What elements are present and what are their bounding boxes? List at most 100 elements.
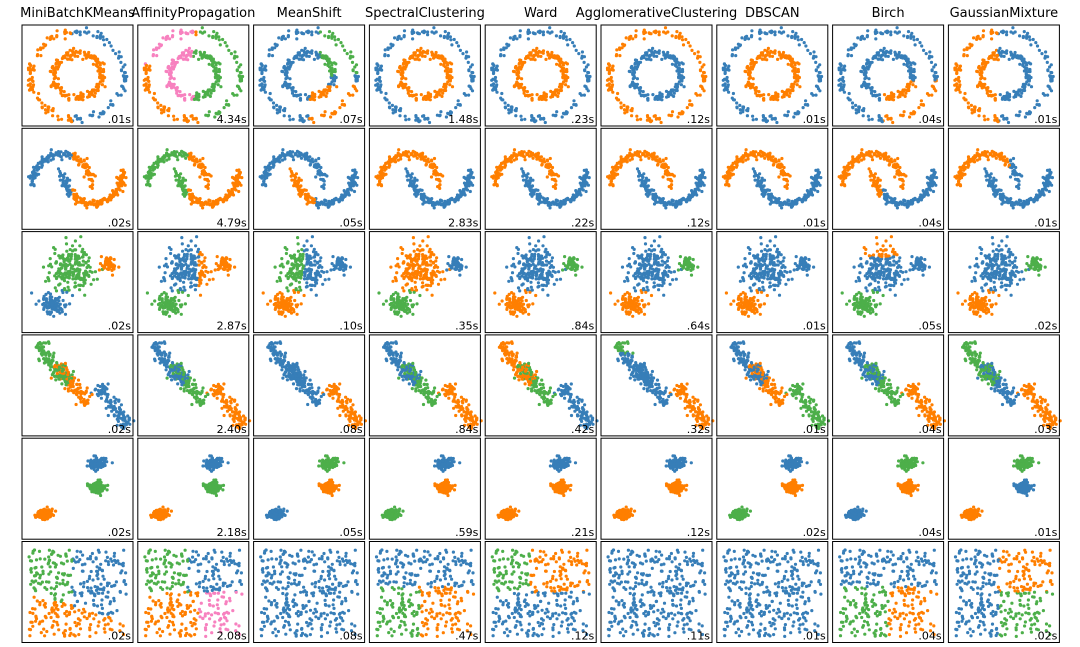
point xyxy=(675,30,679,34)
point xyxy=(814,84,819,88)
panel: 2.83s xyxy=(368,127,481,230)
point xyxy=(618,54,622,58)
point xyxy=(393,36,397,40)
point xyxy=(375,77,379,81)
point xyxy=(796,70,800,74)
point xyxy=(177,93,182,97)
point xyxy=(426,94,430,98)
point xyxy=(263,165,267,169)
point xyxy=(282,65,286,69)
point xyxy=(174,178,178,182)
point xyxy=(690,48,694,53)
point xyxy=(611,68,615,72)
point xyxy=(1046,84,1050,88)
point xyxy=(88,185,92,189)
point xyxy=(56,153,60,157)
point xyxy=(688,44,692,48)
point xyxy=(330,80,334,84)
point xyxy=(323,110,327,114)
point xyxy=(450,43,454,47)
point xyxy=(909,66,913,71)
point xyxy=(543,120,547,125)
point xyxy=(401,151,406,155)
point xyxy=(747,37,751,41)
point xyxy=(183,98,187,102)
point xyxy=(426,33,430,37)
point xyxy=(188,196,192,200)
point xyxy=(332,83,336,87)
point xyxy=(67,93,71,97)
point xyxy=(119,69,124,73)
point xyxy=(768,51,772,56)
point xyxy=(908,115,912,119)
point xyxy=(989,31,993,36)
point xyxy=(294,175,298,179)
point xyxy=(346,187,350,192)
point xyxy=(196,120,200,125)
point xyxy=(199,53,203,57)
point xyxy=(76,158,80,162)
point xyxy=(157,42,161,46)
point xyxy=(851,106,855,110)
point xyxy=(281,158,285,162)
point xyxy=(677,111,681,115)
point xyxy=(749,35,754,39)
point xyxy=(686,41,691,45)
point xyxy=(893,53,898,57)
point xyxy=(55,29,59,33)
timing: 4.34s xyxy=(217,113,247,126)
point xyxy=(1017,114,1021,118)
point xyxy=(902,110,906,114)
point xyxy=(901,93,905,97)
point xyxy=(63,28,67,32)
point xyxy=(354,74,358,78)
point xyxy=(54,76,58,80)
point xyxy=(342,103,347,107)
point xyxy=(449,38,453,42)
point xyxy=(211,35,215,40)
point xyxy=(722,83,726,87)
point xyxy=(1007,98,1011,102)
point xyxy=(756,93,761,97)
point xyxy=(316,203,320,207)
point xyxy=(388,106,392,110)
point xyxy=(532,53,536,58)
timing: .01s xyxy=(803,113,826,126)
point xyxy=(179,172,183,176)
point xyxy=(1003,97,1007,101)
point xyxy=(662,53,666,57)
point xyxy=(906,65,911,69)
point xyxy=(382,173,386,177)
point xyxy=(629,108,633,112)
point xyxy=(962,48,966,52)
point xyxy=(49,84,53,88)
point xyxy=(934,89,938,93)
point xyxy=(58,174,62,178)
panel-frame xyxy=(137,24,250,127)
point xyxy=(316,206,320,210)
point xyxy=(470,74,474,78)
point xyxy=(990,28,994,32)
point xyxy=(200,164,205,168)
point xyxy=(862,37,867,41)
point xyxy=(73,202,78,206)
point xyxy=(404,118,408,122)
point xyxy=(619,101,623,105)
point xyxy=(83,53,87,57)
point xyxy=(537,202,541,206)
point xyxy=(443,86,447,90)
point xyxy=(641,93,645,97)
point xyxy=(866,29,870,33)
point xyxy=(56,118,61,122)
panel: 1.48s xyxy=(368,24,481,127)
point xyxy=(865,65,869,69)
point xyxy=(106,199,110,203)
point xyxy=(981,29,986,33)
point xyxy=(648,53,652,58)
point xyxy=(107,41,111,45)
point xyxy=(60,89,64,93)
point xyxy=(749,86,753,90)
point xyxy=(78,94,82,98)
point xyxy=(795,77,800,81)
point xyxy=(419,93,423,97)
